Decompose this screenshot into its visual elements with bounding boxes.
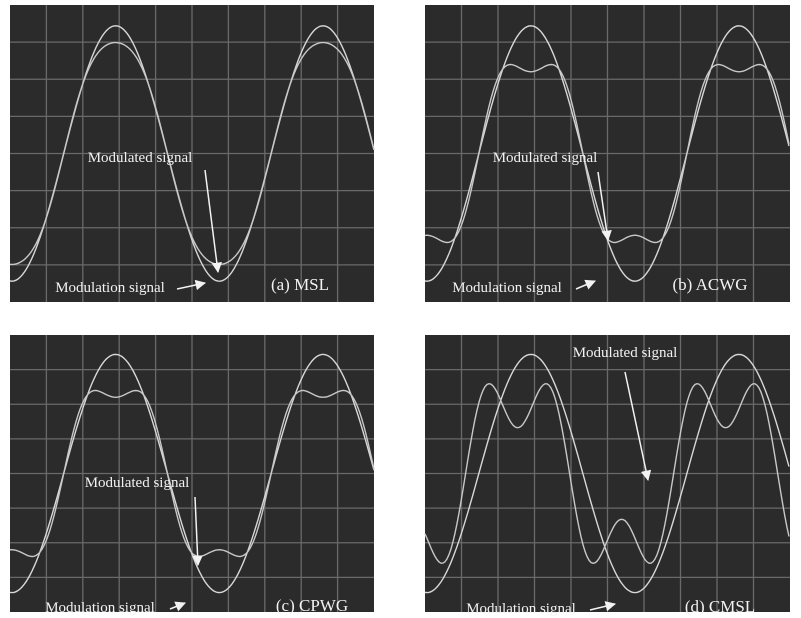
panel-caption: (c) CPWG [276, 596, 348, 615]
annotation: Modulation signal [45, 600, 155, 616]
annotation: Modulated signal [88, 150, 193, 166]
annotation: Modulation signal [452, 280, 562, 296]
annotation: Modulated signal [573, 345, 678, 361]
annotation: Modulation signal [55, 280, 165, 296]
scope-panel [425, 5, 790, 302]
scope-panel [425, 335, 790, 612]
panel-caption: (b) ACWG [672, 275, 747, 294]
annotation: Modulation signal [466, 601, 576, 617]
annotation: Modulated signal [85, 475, 190, 491]
annotation: Modulated signal [493, 150, 598, 166]
panel-caption: (d) CMSL [685, 597, 755, 616]
scope-panel [10, 335, 374, 612]
panel-caption: (a) MSL [271, 275, 329, 294]
figure: Modulated signal Modulation signal (a) M… [0, 0, 801, 618]
